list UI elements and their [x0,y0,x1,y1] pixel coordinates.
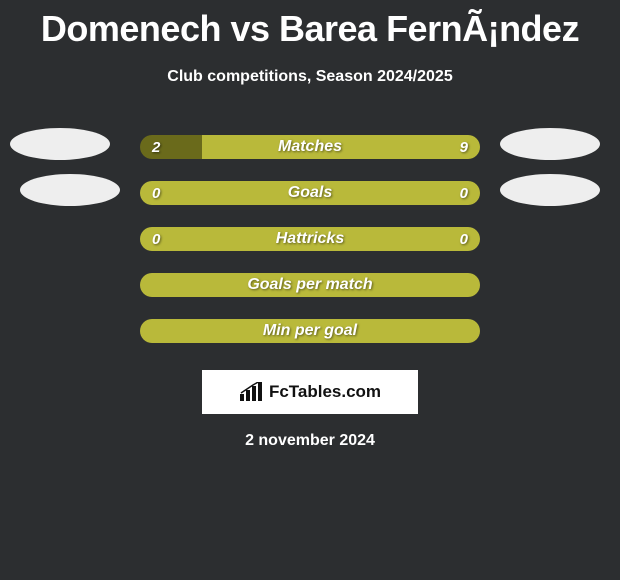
footer-logo-text: FcTables.com [269,382,381,402]
stat-bar: 29Matches [140,135,480,159]
bar-chart-icon [239,382,263,402]
stat-bar: 00Hattricks [140,227,480,251]
player-avatar-left [10,128,110,160]
comparison-chart: 29Matches 00Goals 00Hattricks Goals per mat… [0,124,620,354]
stat-row: Min per goal [0,308,620,354]
stat-row: Goals per match [0,262,620,308]
bar-label: Goals [140,181,480,205]
stat-bar: 00Goals [140,181,480,205]
footer-logo[interactable]: FcTables.com [202,370,418,414]
bar-label: Hattricks [140,227,480,251]
page-title: Domenech vs Barea FernÃ¡ndez [0,0,620,50]
player-avatar-right [500,128,600,160]
stat-bar: Min per goal [140,319,480,343]
footer-date: 2 november 2024 [0,432,620,450]
bar-label: Goals per match [140,273,480,297]
stat-row: 00Goals [0,170,620,216]
stat-bar: Goals per match [140,273,480,297]
bar-label: Min per goal [140,319,480,343]
player-avatar-left [20,174,120,206]
bar-label: Matches [140,135,480,159]
stat-row: 00Hattricks [0,216,620,262]
subtitle: Club competitions, Season 2024/2025 [0,68,620,86]
player-avatar-right [500,174,600,206]
stat-row: 29Matches [0,124,620,170]
